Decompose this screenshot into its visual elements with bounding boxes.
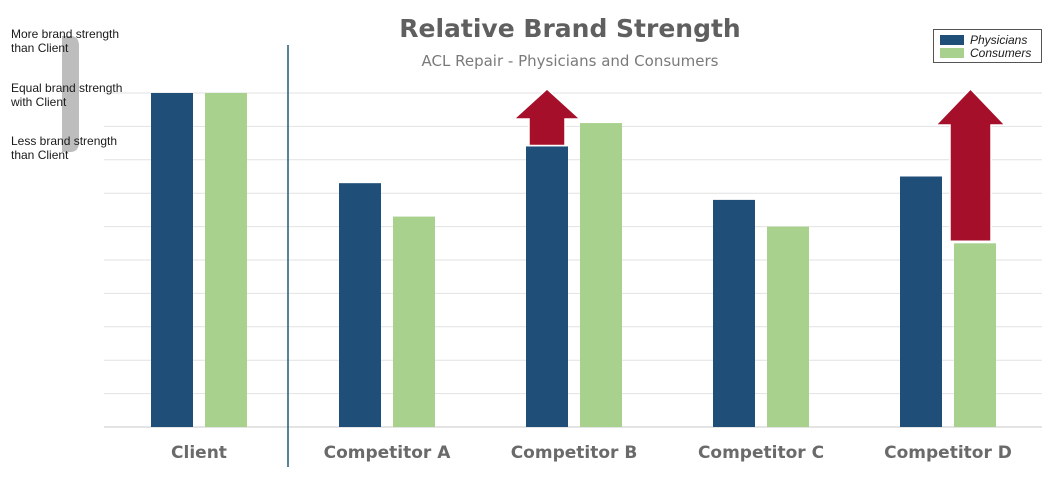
bar-physicians-client xyxy=(151,93,193,427)
legend: Physicians Consumers xyxy=(933,29,1042,63)
equal-strength-label: Equal brand strength with Client xyxy=(11,81,123,109)
category-label-client: Client xyxy=(171,443,227,463)
legend-item-consumers: Consumers xyxy=(940,45,1032,60)
category-label-competitor-c: Competitor C xyxy=(697,443,825,463)
chart-subtitle: ACL Repair - Physicians and Consumers xyxy=(421,52,719,70)
bar-consumers-client xyxy=(205,93,247,427)
legend-item-physicians: Physicians xyxy=(940,32,1028,47)
bar-physicians-competitor-a xyxy=(339,183,381,427)
gridlines xyxy=(104,92,1042,428)
brand-strength-indicator-icon xyxy=(62,36,79,152)
legend-swatch-consumers xyxy=(940,47,964,58)
legend-label-consumers: Consumers xyxy=(970,45,1032,60)
legend-label-physicians: Physicians xyxy=(970,32,1028,47)
category-label-competitor-a: Competitor A xyxy=(323,443,451,463)
chart-title: Relative Brand Strength xyxy=(399,14,741,43)
bar-consumers-competitor-d xyxy=(954,243,996,427)
up-arrow-competitor-b xyxy=(512,87,582,147)
bar-consumers-competitor-c xyxy=(767,226,809,427)
bar-consumers-competitor-b xyxy=(580,123,622,427)
bar-physicians-competitor-c xyxy=(713,199,755,427)
legend-swatch-physicians xyxy=(940,34,964,45)
more-strength-label: More brand strength than Client xyxy=(11,27,120,55)
category-label-competitor-b: Competitor B xyxy=(510,443,638,463)
category-label-competitor-d: Competitor D xyxy=(884,443,1012,463)
bar-physicians-competitor-b xyxy=(526,146,568,427)
less-strength-label: Less brand strength than Client xyxy=(11,134,118,162)
arrow-annotations xyxy=(512,87,1007,243)
up-arrow-competitor-d xyxy=(934,87,1007,243)
bar-consumers-competitor-a xyxy=(393,216,435,427)
bar-physicians-competitor-d xyxy=(900,176,942,427)
bars xyxy=(151,93,996,427)
